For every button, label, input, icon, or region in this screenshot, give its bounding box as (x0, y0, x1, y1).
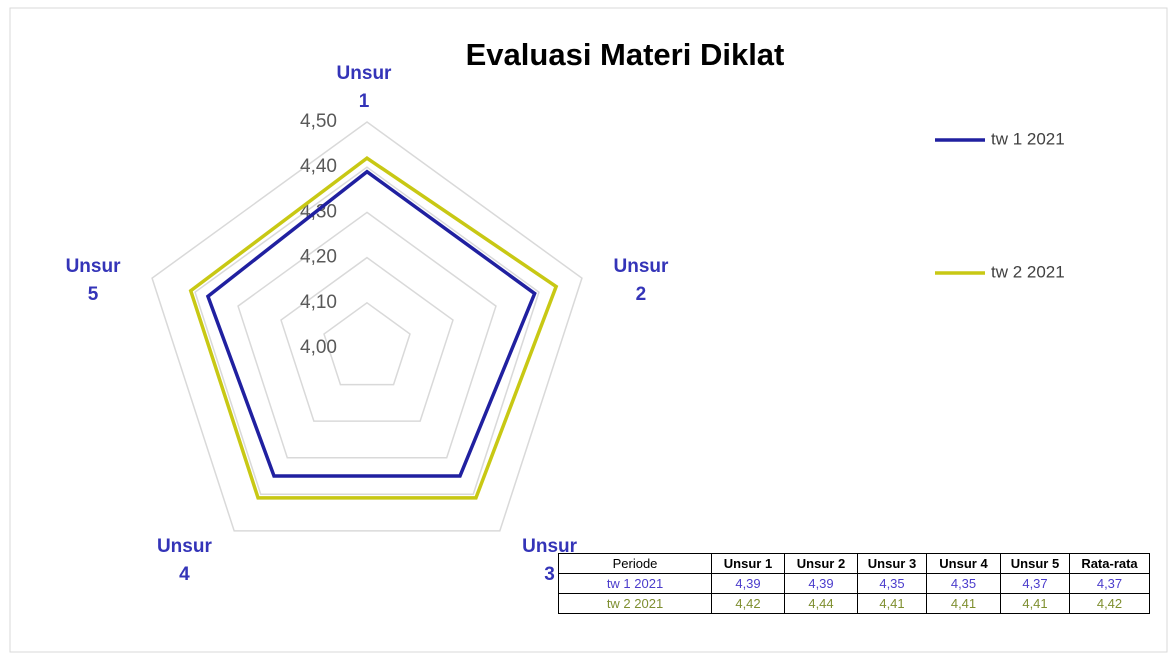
grid-ring (194, 166, 540, 496)
grid-ring (323, 301, 411, 386)
table-row: tw 2 2021 4,42 4,44 4,41 4,41 4,41 4,42 (558, 593, 1150, 614)
table-cell: 4,41 (1000, 593, 1070, 614)
series-line (188, 156, 559, 500)
category-label-line: 5 (88, 284, 99, 305)
table-header-cell: Unsur 2 (784, 553, 858, 574)
table-cell: 4,39 (711, 573, 785, 594)
category-label-line: Unsur (337, 63, 393, 84)
category-label-line: Unsur (614, 256, 670, 277)
grid-ring (151, 121, 583, 532)
category-label-line: Unsur (66, 256, 122, 277)
category-label-line: Unsur (522, 536, 578, 557)
category-label: Unsur 3 (522, 536, 578, 585)
r-tick-label: 4,40 (300, 156, 337, 177)
table-header-cell: Unsur 1 (711, 553, 785, 574)
category-label: Unsur 4 (157, 536, 213, 585)
r-tick-label: 4,50 (300, 111, 337, 132)
table-cell: tw 1 2021 (558, 573, 712, 594)
table-cell: 4,44 (784, 593, 858, 614)
category-label-line: Unsur (157, 536, 213, 557)
grid-ring (237, 211, 497, 459)
category-label: Unsur 1 (337, 63, 393, 112)
chart-title: Evaluasi Materi Diklat (466, 37, 785, 72)
table-header-cell: Rata-rata (1069, 553, 1150, 574)
table-header-cell: Unsur 4 (926, 553, 1001, 574)
table-cell: 4,39 (784, 573, 858, 594)
r-tick-label: 4,10 (300, 292, 337, 313)
category-label-line: 4 (179, 564, 190, 585)
table-header-cell: Periode (558, 553, 712, 574)
category-label-line: 2 (636, 284, 647, 305)
category-label-line: 3 (544, 564, 555, 585)
table-cell: 4,37 (1000, 573, 1070, 594)
legend-label: tw 1 2021 (991, 129, 1065, 148)
table-cell: 4,42 (711, 593, 785, 614)
category-label: Unsur 5 (66, 256, 122, 305)
data-table: Periode Unsur 1 Unsur 2 Unsur 3 Unsur 4 Unsur… (558, 553, 1150, 614)
legend-label: tw 2 2021 (991, 262, 1065, 281)
series-line (205, 169, 537, 478)
table-cell: 4,41 (926, 593, 1001, 614)
table-cell: tw 2 2021 (558, 593, 712, 614)
table-cell: 4,41 (857, 593, 927, 614)
r-tick-label: 4,00 (300, 337, 337, 358)
table-row: tw 1 2021 4,39 4,39 4,35 4,35 4,37 4,37 (558, 573, 1150, 594)
table-header-cell: Unsur 3 (857, 553, 927, 574)
table-row: Periode Unsur 1 Unsur 2 Unsur 3 Unsur 4 Unsur… (558, 553, 1150, 574)
table-cell: 4,42 (1069, 593, 1150, 614)
table-cell: 4,35 (857, 573, 927, 594)
table-cell: 4,37 (1069, 573, 1150, 594)
category-label-line: 1 (359, 91, 370, 112)
category-label: Unsur 2 (614, 256, 670, 305)
table-header-cell: Unsur 5 (1000, 553, 1070, 574)
table-cell: 4,35 (926, 573, 1001, 594)
grid-ring (280, 256, 454, 422)
r-tick-label: 4,20 (300, 247, 337, 268)
chart-frame (9, 7, 1168, 653)
